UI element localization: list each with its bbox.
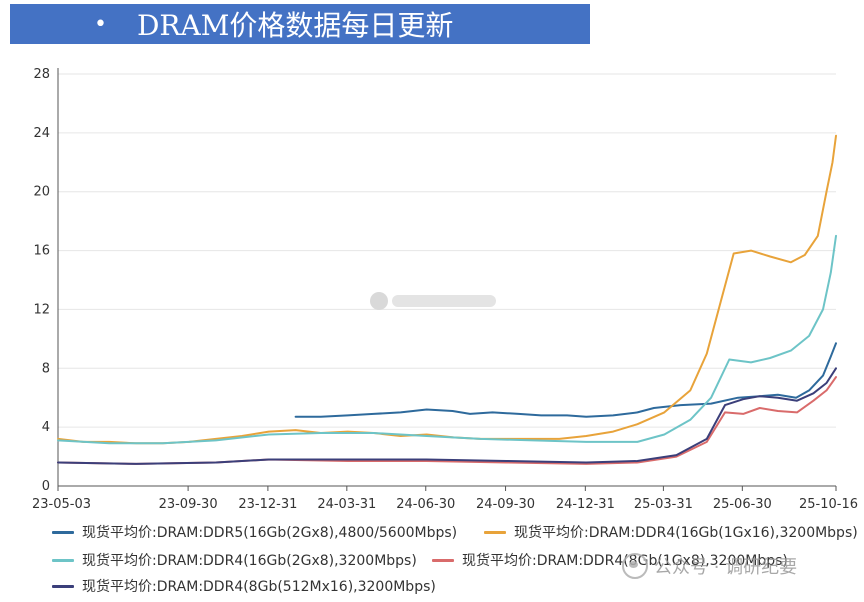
- legend-swatch: [52, 584, 74, 588]
- legend-label: 现货平均价:DRAM:DDR4(16Gb(1Gx16),3200Mbps): [514, 525, 858, 541]
- series-line-3: [57, 376, 837, 465]
- y-tick-label: 20: [33, 185, 50, 200]
- legend-label: 现货平均价:DRAM:DDR4(8Gb(512Mx16),3200Mbps): [82, 579, 436, 595]
- y-tick-label: 16: [33, 244, 50, 259]
- wechat-watermark: 公众号 · 调研纪要: [622, 553, 797, 579]
- x-tick-label: 23-12-31: [238, 497, 297, 512]
- watermark-circle-icon: [370, 292, 388, 310]
- legend-item: 现货平均价:DRAM:DDR4(8Gb(512Mx16),3200Mbps): [52, 576, 436, 596]
- series-line-2: [57, 234, 837, 445]
- x-tick-label: 25-03-31: [634, 497, 693, 512]
- legend-swatch: [52, 530, 74, 534]
- series-line-4: [57, 367, 837, 465]
- x-tick-label: 25-10-16: [799, 497, 858, 512]
- y-tick-label: 4: [42, 420, 50, 435]
- y-tick-label: 8: [42, 361, 50, 376]
- legend-item: 现货平均价:DRAM:DDR4(16Gb(2Gx8),3200Mbps): [52, 550, 417, 570]
- x-tick-label: 25-06-30: [713, 497, 772, 512]
- y-tick-label: 12: [33, 302, 50, 317]
- series-line-1: [57, 134, 837, 445]
- x-tick-label: 24-03-31: [317, 497, 376, 512]
- x-tick-label: 23-09-30: [159, 497, 218, 512]
- legend-label: 现货平均价:DRAM:DDR5(16Gb(2Gx8),4800/5600Mbps…: [82, 525, 458, 541]
- x-tick-label: 23-05-03: [32, 497, 91, 512]
- legend-item: 现货平均价:DRAM:DDR4(16Gb(1Gx16),3200Mbps): [484, 522, 858, 542]
- page-title: DRAM价格数据每日更新: [136, 9, 454, 42]
- watermark-text: 公众号 · 调研纪要: [654, 557, 798, 578]
- title-banner: • DRAM价格数据每日更新: [10, 4, 590, 44]
- legend-swatch: [484, 530, 506, 534]
- legend-swatch: [432, 558, 454, 562]
- series-line-0: [294, 342, 837, 418]
- legend-label: 现货平均价:DRAM:DDR4(16Gb(2Gx8),3200Mbps): [82, 553, 417, 569]
- legend-swatch: [52, 558, 74, 562]
- wechat-icon: [622, 553, 648, 579]
- y-tick-label: 24: [33, 126, 50, 141]
- legend-item: 现货平均价:DRAM:DDR5(16Gb(2Gx8),4800/5600Mbps…: [52, 522, 457, 542]
- x-tick-label: 24-06-30: [396, 497, 455, 512]
- x-tick-label: 24-12-31: [556, 497, 615, 512]
- x-tick-label: 24-09-30: [476, 497, 535, 512]
- watermark-bar: [392, 295, 496, 307]
- title-bullet: •: [94, 11, 107, 37]
- center-watermark-mark: [370, 292, 496, 310]
- y-tick-label: 28: [33, 67, 50, 82]
- y-tick-label: 0: [42, 479, 50, 494]
